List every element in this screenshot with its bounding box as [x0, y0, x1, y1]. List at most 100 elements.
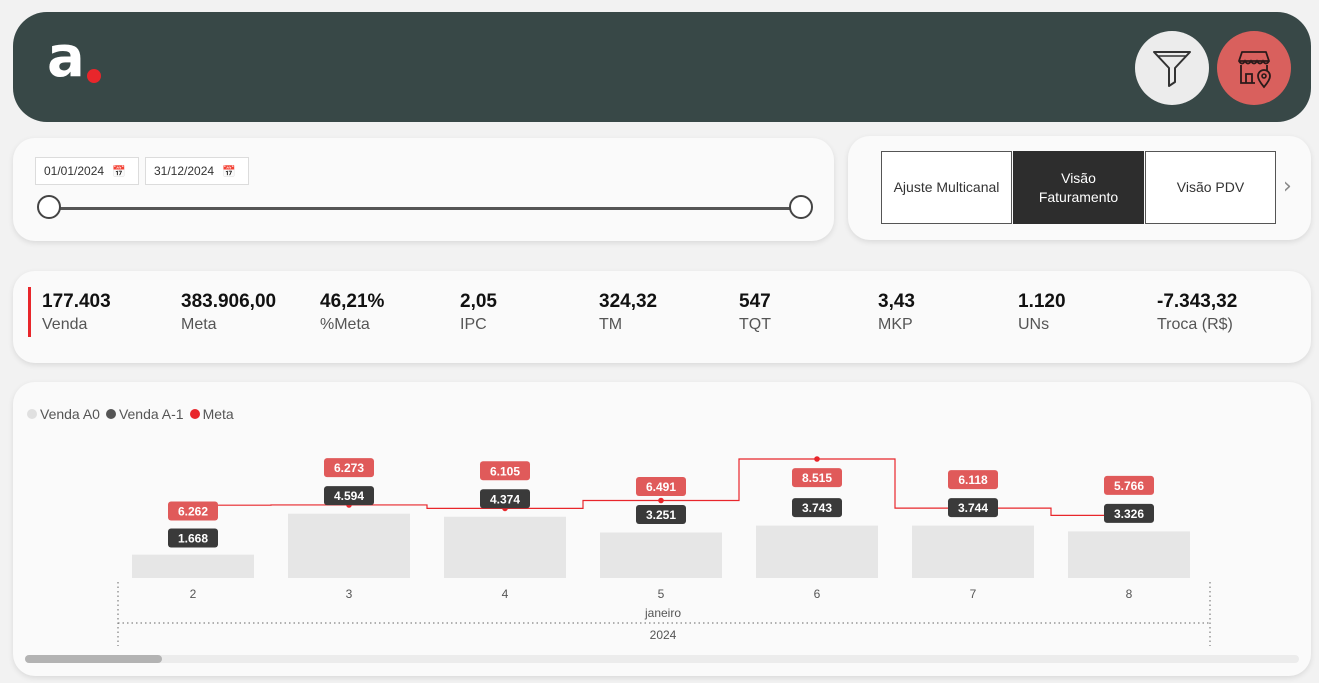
start-date-input[interactable]: 01/01/2024 📅 [35, 157, 139, 185]
sales-bar-chart: 6.262 1.668 6.273 4.594 6.105 4.374 6.491 3.251… [117, 456, 1211, 646]
x-tick-label: 4 [502, 587, 509, 601]
chart-horizontal-scrollbar[interactable] [25, 655, 1299, 663]
legend-dot [105, 409, 116, 419]
venda-data-label-bg [480, 489, 530, 509]
kpi-value: -7.343,32 [1157, 291, 1238, 312]
kpi-value: 2,05 [460, 291, 497, 312]
store-button[interactable] [1217, 31, 1291, 105]
venda-a0-bar [756, 525, 878, 578]
venda-data-label-bg [168, 528, 218, 548]
legend-item-venda-a0[interactable]: Venda A0 [27, 406, 100, 422]
x-tick-label: 8 [1126, 587, 1133, 601]
venda-data-label-bg [948, 498, 998, 518]
nav-ajuste-multicanal-button[interactable]: Ajuste Multicanal [881, 151, 1012, 224]
venda-a0-bar [600, 532, 722, 578]
kpi-value: 46,21% [320, 291, 385, 312]
venda-data-label: 3.326 [1114, 507, 1144, 521]
nav-visao-pdv-button[interactable]: Visão PDV [1145, 151, 1276, 224]
meta-data-label-bg [948, 470, 998, 490]
venda-data-label: 4.374 [490, 492, 520, 506]
meta-data-label: 6.262 [178, 505, 208, 519]
meta-data-label: 6.105 [490, 464, 520, 478]
kpi-label: MKP [878, 316, 913, 333]
venda-a0-bar [288, 513, 410, 578]
end-date-value: 31/12/2024 [154, 164, 215, 178]
store-location-icon [1238, 51, 1271, 89]
meta-data-label-bg [792, 468, 842, 488]
kpi-label: IPC [460, 316, 487, 333]
venda-data-label-bg [792, 498, 842, 518]
logo-letter: a [47, 25, 85, 90]
venda-data-label: 1.668 [178, 532, 208, 546]
date-slider-track[interactable] [49, 207, 801, 210]
x-tick-label: 2 [190, 587, 197, 601]
meta-data-label-bg [480, 461, 530, 481]
date-slider-end-handle[interactable] [789, 195, 813, 219]
venda-a0-bar [912, 525, 1034, 578]
meta-point [658, 497, 664, 504]
scrollbar-thumb[interactable] [25, 655, 162, 663]
x-tick-label: 3 [346, 587, 353, 601]
sales-chart-card: Venda A0 Venda A-1 Meta 6.262 1.668 6.273 4… [13, 382, 1311, 676]
meta-data-label-bg [1104, 475, 1154, 495]
nav-button-label: Visão Faturamento [1038, 169, 1119, 205]
nav-button-label: Visão PDV [1176, 179, 1245, 195]
meta-data-label-bg [168, 501, 218, 521]
venda-data-label-bg [324, 486, 374, 506]
filter-icon [1153, 51, 1191, 87]
legend-label: Venda A-1 [118, 406, 184, 422]
legend-item-meta[interactable]: Meta [189, 406, 234, 422]
venda-data-label: 3.743 [802, 501, 832, 515]
kpi-value: 1.120 [1018, 291, 1066, 312]
kpi-label: UNs [1018, 316, 1050, 333]
meta-data-label: 5.766 [1114, 479, 1144, 493]
venda-data-label-bg [636, 504, 686, 524]
venda-a0-bar [1068, 531, 1190, 578]
kpi-venda: 177.403 Venda [42, 291, 111, 337]
kpi-value: 324,32 [599, 291, 658, 312]
kpi-troca: -7.343,32 Troca (R$) [1157, 291, 1237, 337]
brand-logo: a [47, 28, 127, 94]
x-tick-label: 5 [658, 587, 665, 601]
date-range-filter: 01/01/2024 📅 31/12/2024 📅 [13, 138, 834, 241]
kpi-ipc: 2,05 IPC [460, 291, 497, 337]
kpi-value: 383.906,00 [181, 291, 277, 312]
date-slider-start-handle[interactable] [37, 195, 61, 219]
nav-visao-faturamento-button[interactable]: Visão Faturamento [1013, 151, 1144, 224]
chevron-right-icon[interactable]: › [1283, 174, 1292, 199]
kpi-value: 547 [739, 291, 771, 312]
end-date-input[interactable]: 31/12/2024 📅 [145, 157, 249, 185]
year-label: 2024 [650, 628, 677, 642]
kpi-label: Venda [42, 316, 88, 333]
meta-data-label: 6.491 [646, 480, 676, 494]
venda-data-label: 4.594 [334, 489, 364, 503]
kpi-label: %Meta [320, 316, 370, 333]
legend-label: Meta [202, 406, 234, 422]
meta-data-label-bg [636, 476, 686, 496]
meta-data-label: 6.273 [334, 461, 364, 475]
legend-dot [27, 409, 37, 419]
calendar-icon[interactable]: 📅 [112, 165, 126, 178]
start-date-value: 01/01/2024 [44, 164, 105, 178]
filter-button[interactable] [1135, 31, 1209, 105]
nav-button-label: Ajuste Multicanal [893, 179, 1000, 195]
logo-dot [87, 69, 101, 83]
kpi-summary: 177.403 Venda 383.906,00 Meta 46,21% %Me… [13, 271, 1311, 363]
x-tick-label: 7 [970, 587, 977, 601]
venda-data-label: 3.251 [646, 508, 676, 522]
venda-data-label-bg [1104, 503, 1154, 523]
kpi-tqt: 547 TQT [739, 291, 771, 337]
kpi-value: 3,43 [878, 291, 915, 312]
kpi-uns: 1.120 UNs [1018, 291, 1066, 337]
meta-data-label: 6.118 [958, 473, 988, 487]
kpi-accent-bar [28, 287, 31, 337]
calendar-icon[interactable]: 📅 [222, 165, 236, 178]
kpi-value: 177.403 [42, 291, 111, 312]
app-header: a [13, 12, 1311, 122]
chart-legend: Venda A0 Venda A-1 Meta [27, 406, 234, 422]
venda-a0-bar [132, 554, 254, 578]
legend-item-venda-a1[interactable]: Venda A-1 [105, 406, 184, 422]
month-label: janeiro [644, 606, 681, 620]
kpi-tm: 324,32 TM [599, 291, 657, 337]
kpi-label: TQT [739, 316, 771, 333]
